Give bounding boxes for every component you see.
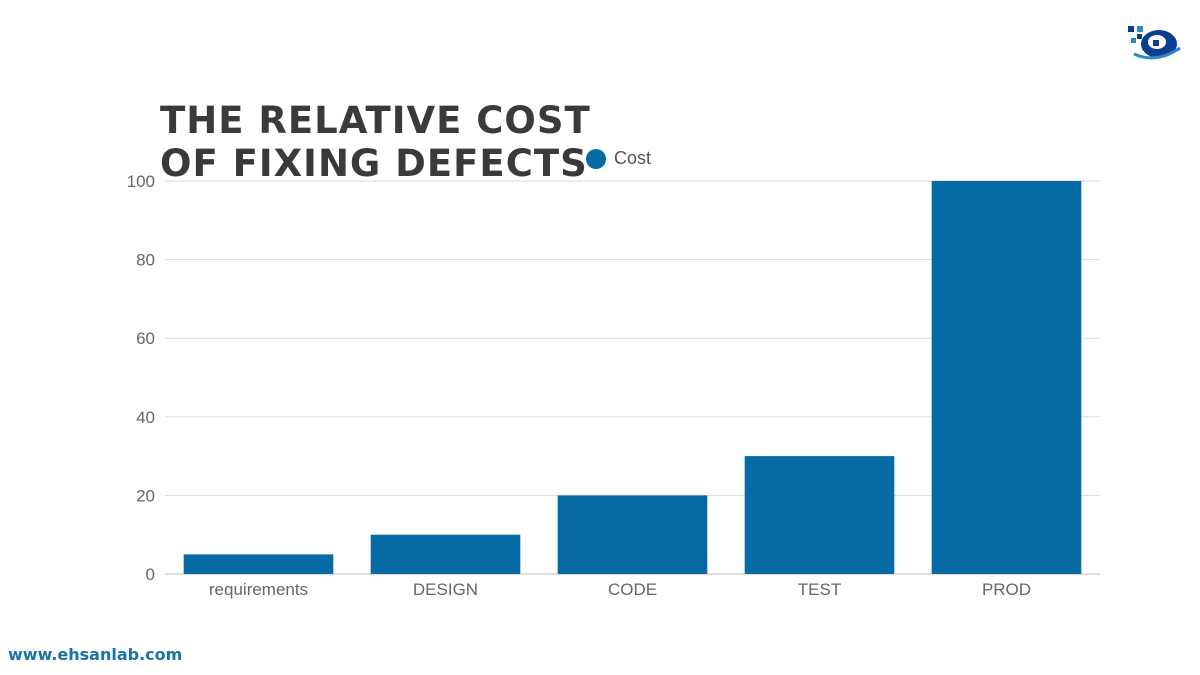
legend-swatch	[586, 148, 606, 169]
bar	[744, 456, 895, 574]
bar	[931, 181, 1082, 574]
bar	[183, 554, 334, 574]
y-tick-label: 20	[136, 486, 155, 505]
x-tick-label: TEST	[798, 580, 841, 599]
cloud-logo-icon	[1128, 26, 1181, 60]
y-tick-label: 60	[136, 329, 155, 348]
x-tick-label: requirements	[209, 580, 308, 599]
legend-label: Cost	[614, 148, 652, 168]
chart-title-line-2: OF FIXING DEFECTS	[160, 142, 588, 185]
y-tick-label: 100	[127, 172, 155, 191]
y-tick-label: 80	[136, 251, 155, 270]
chart-legend: Cost	[586, 148, 651, 169]
bar	[557, 495, 708, 574]
chart-title: THE RELATIVE COST OF FIXING DEFECTS	[160, 99, 591, 185]
x-tick-label: PROD	[982, 580, 1031, 599]
footer-url[interactable]: www.ehsanlab.com	[8, 645, 183, 664]
chart-title-line-1: THE RELATIVE COST	[160, 99, 591, 142]
y-tick-label: 0	[146, 565, 155, 584]
y-tick-label: 40	[136, 408, 155, 427]
x-tick-label: CODE	[608, 580, 657, 599]
x-tick-label: DESIGN	[413, 580, 478, 599]
bar	[370, 534, 521, 574]
